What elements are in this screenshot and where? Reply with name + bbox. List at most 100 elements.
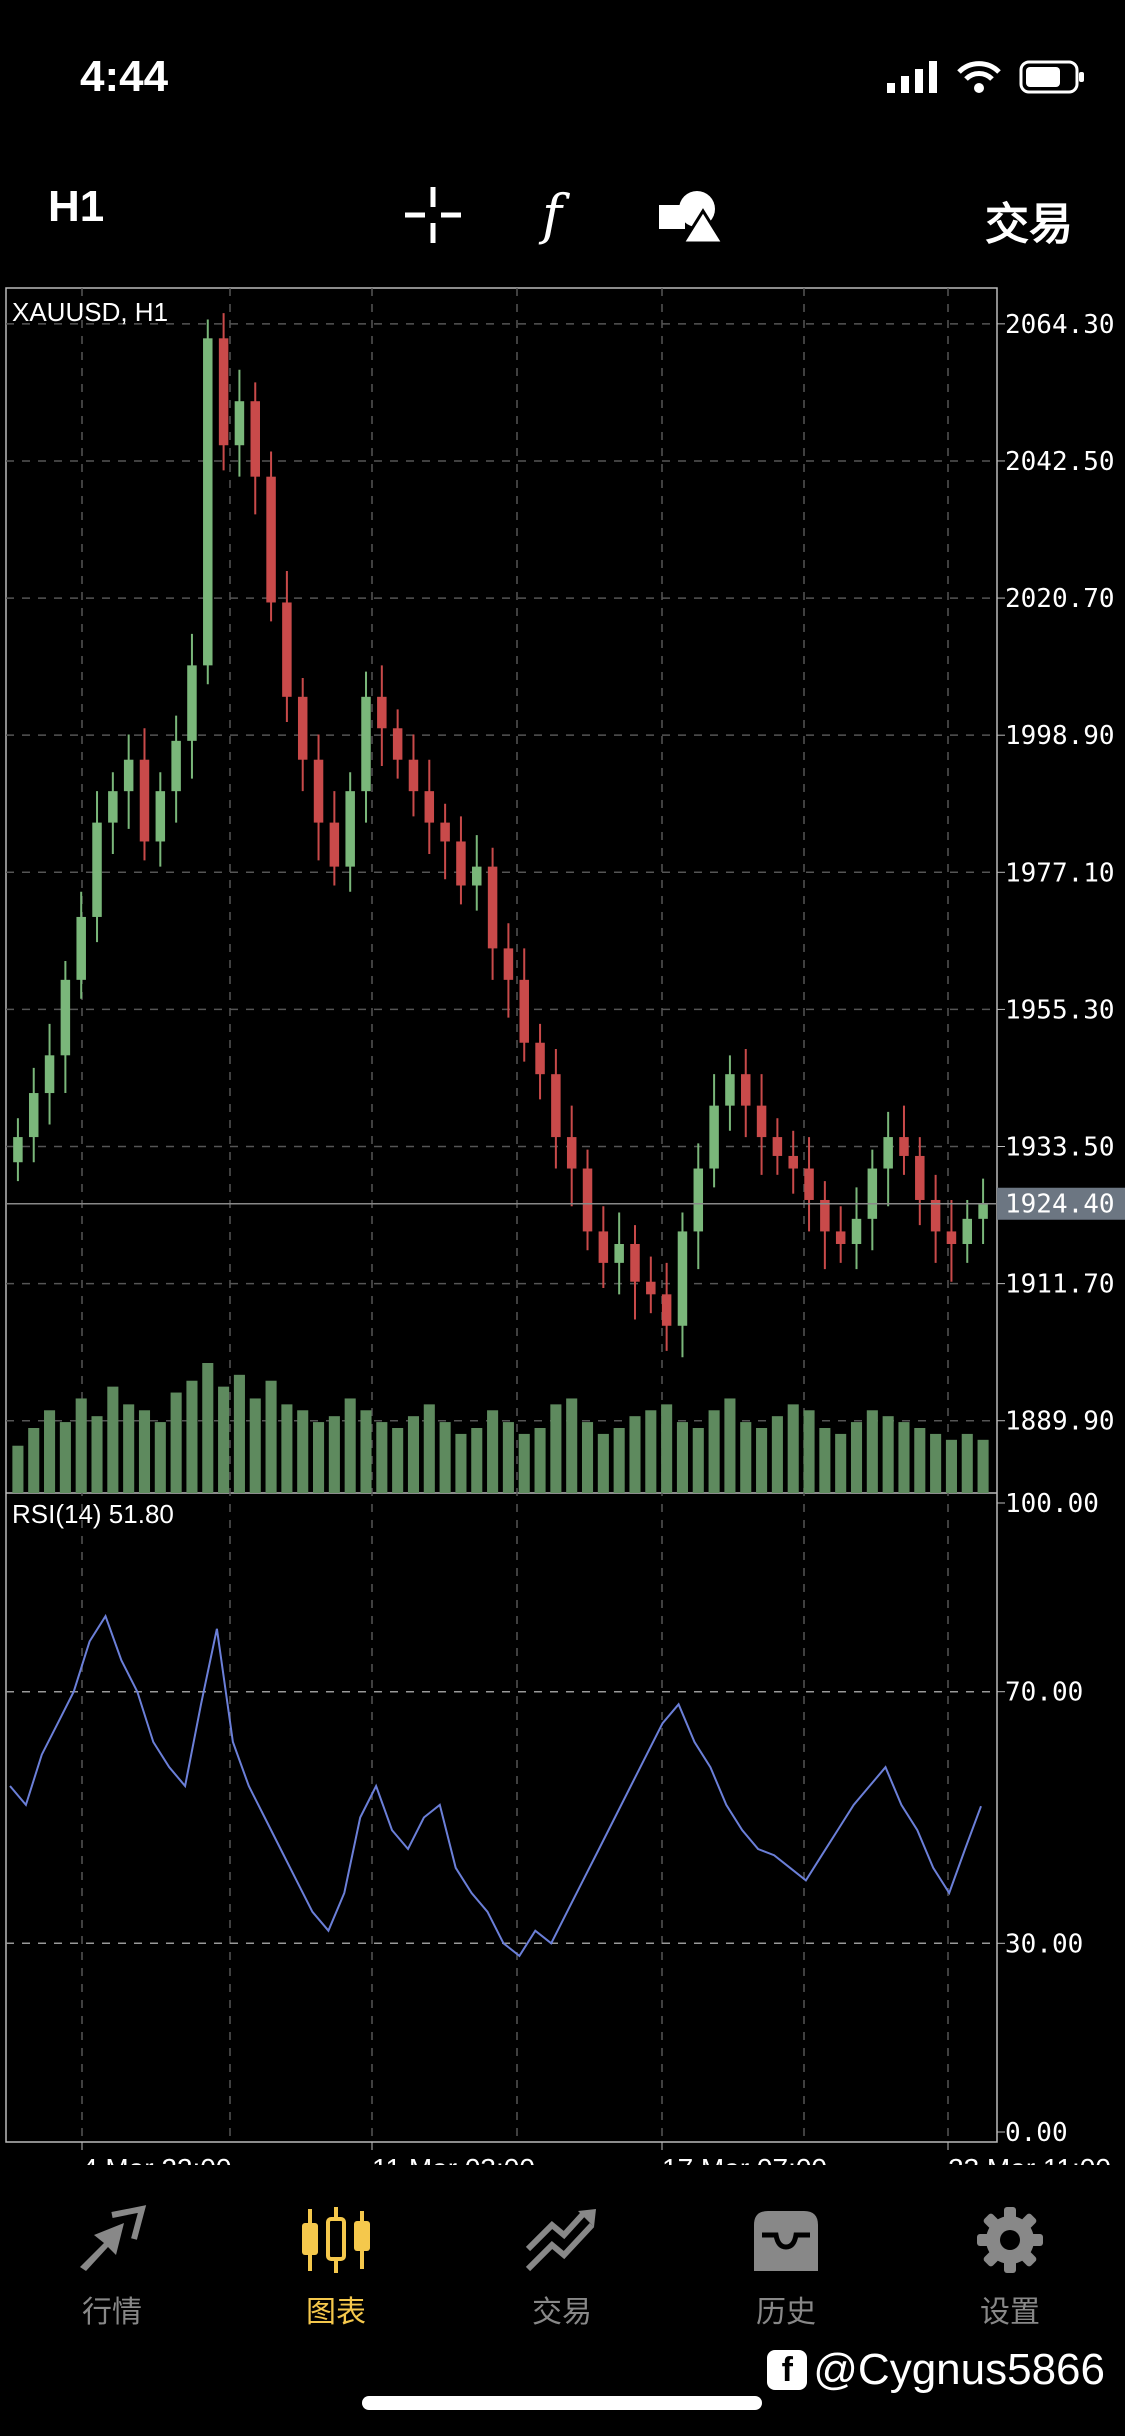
candle-body [456,841,466,886]
candle-body [108,791,118,823]
volume-bar [708,1410,720,1493]
tab-quotes-label: 行情 [82,2295,142,2330]
candle-body [392,728,403,760]
volume-bar [28,1428,40,1493]
candle-body [867,1168,878,1219]
volume-bar [455,1433,467,1493]
price-axis-label: 2042.50 [1005,447,1115,477]
candle-body [76,916,86,980]
candle-body [962,1218,973,1244]
volume-bar [471,1428,483,1493]
volume-bar [502,1422,514,1493]
tab-quotes[interactable]: 行情 [22,2205,202,2331]
volume-bar [850,1422,863,1493]
volume-bar [740,1422,752,1493]
current-price-badge [997,1187,1125,1220]
timeframe-button[interactable]: H1 [48,182,105,231]
watermark: f @Cygnus5866 [767,2345,1105,2395]
rsi-axis-label: 100.00 [1005,1489,1099,1519]
tab-bar: 行情 图表 交易 历史 [0,2185,1125,2385]
volume-bar [265,1380,277,1493]
volume-bar [44,1410,56,1493]
volume-bar [138,1410,151,1493]
volume-bar [344,1398,356,1493]
candle-body [535,1042,545,1075]
volume-bar [202,1363,214,1493]
candle-body [155,791,166,842]
candle-body [297,696,308,760]
candle-body [661,1294,672,1326]
time-axis-label: 17 Mar 07:00 [662,2153,827,2165]
volume-bar [313,1422,325,1493]
candle-body [234,401,245,446]
candle-body [772,1137,783,1156]
settings-icon [977,2207,1043,2273]
candle-body [741,1074,751,1106]
candle-body [377,696,387,729]
volume-bar [866,1410,878,1493]
candle-body [978,1203,988,1219]
tab-history[interactable]: 历史 [696,2205,876,2331]
volume-bar [392,1428,404,1493]
volume-bar [645,1410,657,1493]
candle-body [582,1168,593,1232]
volume-bar [534,1428,546,1493]
svg-text:f: f [538,185,570,245]
volume-bar [186,1380,198,1493]
volume-bar [835,1433,847,1493]
price-axis-label: 2020.70 [1005,584,1115,614]
current-price-label: 1924.40 [1005,1190,1115,1220]
price-axis-label: 1889.90 [1005,1407,1115,1437]
tab-trade[interactable]: 交易 [472,2205,652,2331]
volume-bar [407,1416,420,1493]
candle-body [788,1155,798,1169]
volume-bar [154,1422,166,1493]
volume-bar [75,1398,87,1493]
candle-body [218,338,229,446]
candle-body [630,1244,640,1282]
volume-bar [597,1433,609,1493]
price-axis-label: 2064.30 [1005,310,1115,340]
crosshair-icon[interactable] [398,180,468,250]
chart-area[interactable]: 2064.30 2042.50 2020.70 1998.90 1977.10 1955.… [0,285,1125,2165]
volume-bar [977,1439,989,1493]
price-axis-label: 1911.70 [1005,1270,1115,1300]
trade-button[interactable]: 交易 [985,199,1073,250]
battery-icon [1019,60,1084,94]
volume-bar [360,1410,372,1493]
price-axis-label: 1955.30 [1005,995,1115,1025]
status-time: 4:44 [80,52,169,101]
rsi-title: RSI(14) 51.80 [12,1499,174,1529]
tab-settings[interactable]: 设置 [920,2205,1100,2331]
candle-body [171,740,181,792]
tab-chart[interactable]: 图表 [246,2205,426,2331]
volume-bar [376,1422,388,1493]
candle-body [92,822,102,917]
objects-icon[interactable] [655,180,725,250]
volume-bar [170,1392,182,1493]
volume-bar [566,1398,578,1493]
chart-symbol-title: XAUUSD, H1 [12,297,168,327]
home-indicator [362,2396,762,2410]
volume-bar [423,1404,435,1493]
volume-bar [249,1398,261,1493]
candle-body [646,1281,656,1295]
volume-bar [676,1422,688,1493]
candle-body [361,696,371,792]
function-icon[interactable]: f [523,180,593,250]
candle-body [725,1074,735,1106]
time-axis-label: 23 Mar 11:00 [948,2153,1111,2165]
candle-body [44,1055,55,1094]
volume-bar [629,1416,641,1493]
chart-icon [302,2207,370,2273]
status-icons [887,60,1085,94]
candle-body [883,1137,893,1169]
volume-bar [328,1416,340,1493]
volume-bar [91,1416,103,1493]
volume-bar [233,1374,245,1493]
status-bar: 4:44 [0,0,1125,150]
price-chart[interactable]: 2064.30 2042.50 2020.70 1998.90 1977.10 1955.… [0,285,1125,2165]
volume-bar [914,1428,926,1493]
signal-icon [887,61,937,93]
candle-body [804,1168,814,1200]
